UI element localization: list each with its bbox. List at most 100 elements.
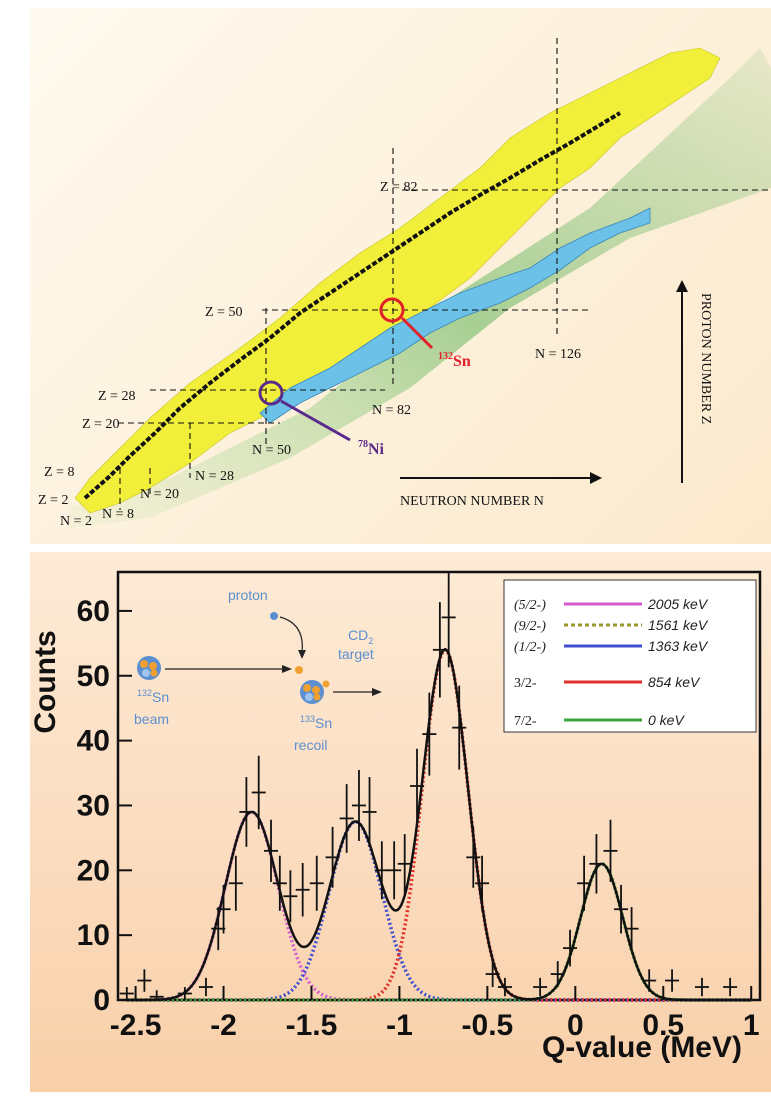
- data-point: [665, 969, 680, 992]
- x-tick-label: -2.5: [110, 1009, 162, 1042]
- legend-energy: 1363 keV: [648, 638, 709, 654]
- sn132-label: 132Sn: [438, 351, 471, 370]
- target-word: target: [338, 646, 374, 662]
- data-point: [642, 969, 657, 992]
- legend-energy: 2005 keV: [647, 596, 709, 612]
- legend-entry: 3/2- 854 keV: [514, 674, 701, 691]
- label-z2: Z = 2: [38, 493, 68, 508]
- data-point: [577, 855, 592, 911]
- data-point: [272, 855, 287, 911]
- data-point: [351, 769, 366, 841]
- reaction-schematic: 132Sn beam proton CD2 target 133Sn recoi…: [134, 587, 382, 753]
- data-point: [362, 777, 377, 847]
- label-z20: Z = 20: [82, 417, 119, 432]
- x-axis-label: Q-value (MeV): [542, 1031, 742, 1064]
- fit-curves: [126, 647, 752, 1002]
- data-point: [339, 784, 354, 853]
- data-point: [563, 929, 578, 967]
- data-point: [723, 977, 738, 997]
- legend-entry: 7/2- 0 keV: [514, 712, 685, 729]
- data-point: [198, 977, 213, 997]
- data-point: [325, 826, 340, 888]
- label-n126: N = 126: [535, 347, 581, 362]
- y-tick-label: 60: [77, 595, 110, 628]
- legend-energy: 854 keV: [648, 674, 701, 690]
- stable-valley: [83, 111, 622, 500]
- data-point: [485, 961, 500, 988]
- beam-nucleus: [137, 656, 161, 680]
- label-n20: N = 20: [140, 487, 179, 502]
- data-point: [251, 755, 266, 830]
- proton-label: proton: [228, 587, 268, 603]
- x-tick-label: 0.5: [642, 1009, 684, 1042]
- x-tick-label: 0: [567, 1009, 584, 1042]
- legend-label: 3/2-: [514, 676, 537, 691]
- neutron-axis-label: NEUTRON NUMBER N: [400, 494, 544, 509]
- data-point: [119, 987, 134, 1000]
- legend: (5/2-) 2005 keV (9/2-) 1561 keV (1/2-) 1363 k…: [503, 579, 757, 733]
- legend-entry: (1/2-) 1363 keV: [514, 638, 709, 655]
- legend-energy: 1561 keV: [648, 617, 709, 633]
- data-point: [441, 572, 456, 668]
- legend-energy: 0 keV: [648, 712, 685, 728]
- label-n2: N = 2: [60, 514, 92, 529]
- label-z8: Z = 8: [44, 465, 74, 480]
- y-tick-label: 20: [77, 854, 110, 887]
- data-point: [216, 884, 231, 934]
- sn132-marker: [379, 297, 405, 323]
- data-point: [497, 977, 512, 997]
- data-point: [410, 748, 425, 824]
- data-point: [589, 834, 604, 894]
- known-nuclei-region: [74, 47, 721, 514]
- data-point: [374, 841, 389, 900]
- magic-lines: [118, 38, 771, 510]
- label-n50: N = 50: [252, 443, 291, 458]
- data-point: [475, 855, 490, 911]
- data-point: [239, 777, 254, 847]
- label-z28: Z = 28: [98, 389, 135, 404]
- data-point: [228, 855, 243, 911]
- x-tick-label: -0.5: [462, 1009, 514, 1042]
- data-point: [309, 855, 324, 911]
- data-point: [603, 819, 618, 882]
- label-n82: N = 82: [372, 403, 411, 418]
- data-point: [550, 961, 565, 988]
- y-tick-label: 50: [77, 660, 110, 693]
- data-point: [432, 602, 447, 698]
- proton-axis-label: PROTON NUMBER Z: [698, 293, 713, 424]
- beam-label: 132Sn: [137, 688, 169, 705]
- data-point: [694, 977, 709, 997]
- target-particle: [295, 666, 303, 674]
- recoil-label: 133Sn: [300, 714, 332, 731]
- y-tick-label: 0: [93, 984, 110, 1017]
- legend-label: 7/2-: [514, 714, 537, 729]
- qvalue-chart-panel: -2.5 -2 -1.5 -1 -0.5 0 0.5 1 0 10 20 30 40 50 60 Count…: [30, 552, 771, 1092]
- recoil-word: recoil: [294, 737, 327, 753]
- ni78-label: 78Ni: [358, 439, 385, 458]
- y-axis-label: Counts: [30, 630, 62, 733]
- nuclide-chart: Z = 2 Z = 8 Z = 20 Z = 28 Z = 50 Z = 82 …: [38, 38, 771, 529]
- data-point: [614, 884, 629, 934]
- legend-entry: (5/2-) 2005 keV: [514, 596, 709, 613]
- x-tick-label: -1: [386, 1009, 413, 1042]
- legend-entry: (9/2-) 1561 keV: [514, 617, 709, 634]
- data-point: [137, 969, 152, 992]
- data-point: [149, 990, 164, 1000]
- y-tick-label: 10: [77, 919, 110, 952]
- fit-curve-7/2-: [126, 861, 752, 1002]
- data-point: [466, 826, 481, 888]
- label-n28: N = 28: [195, 469, 234, 484]
- y-tick-label: 40: [77, 725, 110, 758]
- data-point: [624, 907, 639, 951]
- data-point: [422, 692, 437, 776]
- target-label: CD2: [348, 627, 373, 646]
- nuclide-chart-panel: Z = 2 Z = 8 Z = 20 Z = 28 Z = 50 Z = 82 …: [30, 8, 771, 544]
- proton-particle: [270, 612, 278, 620]
- x-tick-label: -2: [210, 1009, 237, 1042]
- data-point: [264, 819, 279, 882]
- beam-word: beam: [134, 711, 169, 727]
- data-point: [295, 863, 310, 917]
- label-z50: Z = 50: [205, 305, 242, 320]
- data-point: [283, 870, 298, 923]
